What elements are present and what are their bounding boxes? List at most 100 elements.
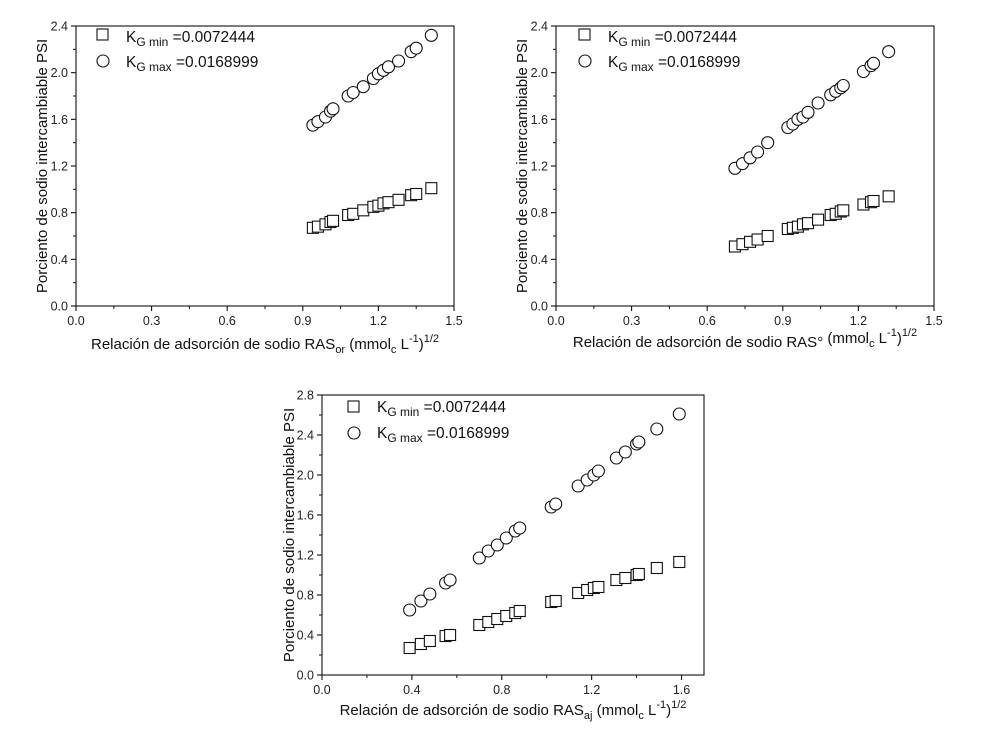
legend-square-marker bbox=[96, 28, 109, 41]
x-axis-label: Relación de adsorción de sodio RAS° (mmo… bbox=[573, 327, 917, 351]
x-tick-label: 0.0 bbox=[547, 314, 564, 328]
y-axis-label: Porciento de sodio intercambiable PSI bbox=[34, 39, 51, 293]
y-tick-label: 1.6 bbox=[297, 509, 314, 523]
data-point-square bbox=[761, 229, 774, 243]
y-tick-label: 0.8 bbox=[297, 589, 314, 603]
y-tick-label: 0.4 bbox=[531, 253, 548, 267]
y-tick-label: 0.8 bbox=[51, 206, 68, 220]
x-tick-label: 1.5 bbox=[925, 314, 942, 328]
data-point-circle bbox=[650, 422, 664, 436]
x-tick-label: 0.6 bbox=[699, 314, 716, 328]
data-point-square bbox=[444, 628, 457, 642]
y-tick-label: 1.6 bbox=[531, 113, 548, 127]
data-point-square bbox=[403, 641, 416, 655]
x-tick-label: 0.3 bbox=[623, 314, 640, 328]
data-point-square bbox=[867, 194, 880, 208]
x-axis-label: Relación de adsorción de sodio RASor (mm… bbox=[91, 333, 439, 356]
legend-entry-kmin: KG min =0.0072444 bbox=[608, 29, 737, 49]
legend-entry-kmin: KG min =0.0072444 bbox=[126, 29, 255, 49]
data-marks bbox=[306, 28, 438, 234]
data-point-square bbox=[410, 187, 423, 201]
legend: KG min =0.0072444 KG max =0.0168999 bbox=[578, 28, 740, 74]
data-point-square bbox=[673, 555, 686, 569]
data-point-square bbox=[632, 567, 645, 581]
data-point-circle bbox=[381, 60, 396, 74]
y-axis-label: Porciento de sodio intercambiable PSI bbox=[281, 408, 298, 662]
data-point-circle bbox=[811, 96, 825, 110]
y-tick-label: 0.0 bbox=[531, 300, 548, 314]
legend-circle-marker bbox=[578, 54, 592, 68]
data-point-circle bbox=[443, 573, 457, 587]
data-point-square bbox=[423, 634, 436, 648]
axis-ticks: 0.0 0.4 0.8 1.2 1.6 0.0 0.4 0.8 1.2 1.6 2.0 2.4 2.8 bbox=[297, 389, 691, 698]
legend-entry-kmin: KG min =0.0072444 bbox=[377, 399, 506, 419]
data-point-circle bbox=[836, 78, 850, 93]
legend-entry-kmax: KG max =0.0168999 bbox=[126, 54, 258, 74]
x-tick-label: 0.3 bbox=[143, 314, 160, 328]
data-point-square bbox=[513, 604, 526, 618]
legend: KG min =0.0072444 KG max =0.0168999 bbox=[347, 399, 509, 445]
x-tick-label: 1.2 bbox=[850, 314, 867, 328]
data-point-circle bbox=[409, 41, 423, 55]
data-point-circle bbox=[326, 102, 340, 116]
data-point-circle bbox=[761, 136, 775, 150]
data-point-circle bbox=[392, 54, 406, 68]
data-point-circle bbox=[618, 445, 632, 459]
data-point-square bbox=[619, 571, 632, 585]
y-tick-label: 2.4 bbox=[297, 429, 314, 443]
y-tick-label: 2.4 bbox=[51, 20, 68, 34]
legend-entry-kmax: KG max =0.0168999 bbox=[608, 54, 740, 74]
y-tick-label: 0.4 bbox=[297, 629, 314, 643]
x-tick-label: 1.2 bbox=[370, 314, 387, 328]
y-tick-label: 1.2 bbox=[531, 160, 548, 174]
axis-ticks: 0.0 0.3 0.6 0.9 1.2 1.5 0.0 0.4 0.8 1.2 1.6 2.0 2.4 bbox=[531, 20, 943, 329]
data-point-circle bbox=[414, 594, 428, 608]
data-point-circle bbox=[356, 80, 370, 94]
data-point-circle bbox=[424, 28, 438, 42]
data-point-square bbox=[812, 213, 825, 226]
data-marks bbox=[403, 407, 686, 655]
data-point-square bbox=[357, 204, 370, 217]
y-axis-label: Porciento de sodio intercambiable PSI bbox=[514, 39, 531, 293]
data-point-square bbox=[549, 594, 562, 608]
x-tick-label: 0.4 bbox=[403, 683, 420, 697]
data-point-square bbox=[801, 217, 815, 230]
data-point-square bbox=[592, 580, 605, 594]
data-point-circle bbox=[346, 85, 360, 100]
data-point-square bbox=[882, 190, 895, 203]
y-tick-label: 0.0 bbox=[51, 300, 68, 314]
x-tick-label: 0.0 bbox=[313, 683, 330, 697]
data-point-circle bbox=[672, 407, 686, 421]
data-point-circle bbox=[801, 105, 815, 119]
data-point-circle bbox=[549, 497, 563, 511]
data-point-square bbox=[751, 233, 764, 246]
x-tick-label: 1.5 bbox=[445, 314, 462, 328]
x-tick-label: 0.6 bbox=[219, 314, 236, 328]
y-tick-label: 2.0 bbox=[297, 469, 314, 483]
x-tick-label: 0.9 bbox=[774, 314, 791, 328]
data-marks bbox=[728, 45, 896, 253]
legend-square-marker bbox=[578, 28, 591, 41]
data-point-circle bbox=[591, 464, 605, 478]
y-tick-label: 2.4 bbox=[531, 20, 548, 34]
data-point-square bbox=[347, 207, 360, 220]
data-point-circle bbox=[403, 603, 417, 617]
data-point-square bbox=[326, 214, 340, 227]
data-point-circle bbox=[866, 56, 881, 70]
x-tick-label: 1.2 bbox=[583, 683, 600, 697]
legend-entry-kmax: KG max =0.0168999 bbox=[377, 425, 509, 445]
y-tick-label: 2.0 bbox=[51, 66, 68, 80]
y-tick-label: 2.8 bbox=[297, 389, 314, 403]
data-point-circle bbox=[751, 145, 765, 159]
y-tick-label: 2.0 bbox=[531, 66, 548, 80]
x-tick-label: 0.8 bbox=[493, 683, 510, 697]
x-axis-label: Relación de adsorción de sodio RASaj (mm… bbox=[340, 699, 687, 722]
data-point-square bbox=[382, 196, 395, 209]
data-point-circle bbox=[423, 587, 437, 601]
data-point-circle bbox=[472, 551, 486, 565]
y-tick-label: 0.8 bbox=[531, 206, 548, 220]
data-point-circle bbox=[882, 45, 896, 59]
y-tick-label: 1.2 bbox=[51, 160, 68, 174]
x-tick-label: 0.0 bbox=[67, 314, 84, 328]
